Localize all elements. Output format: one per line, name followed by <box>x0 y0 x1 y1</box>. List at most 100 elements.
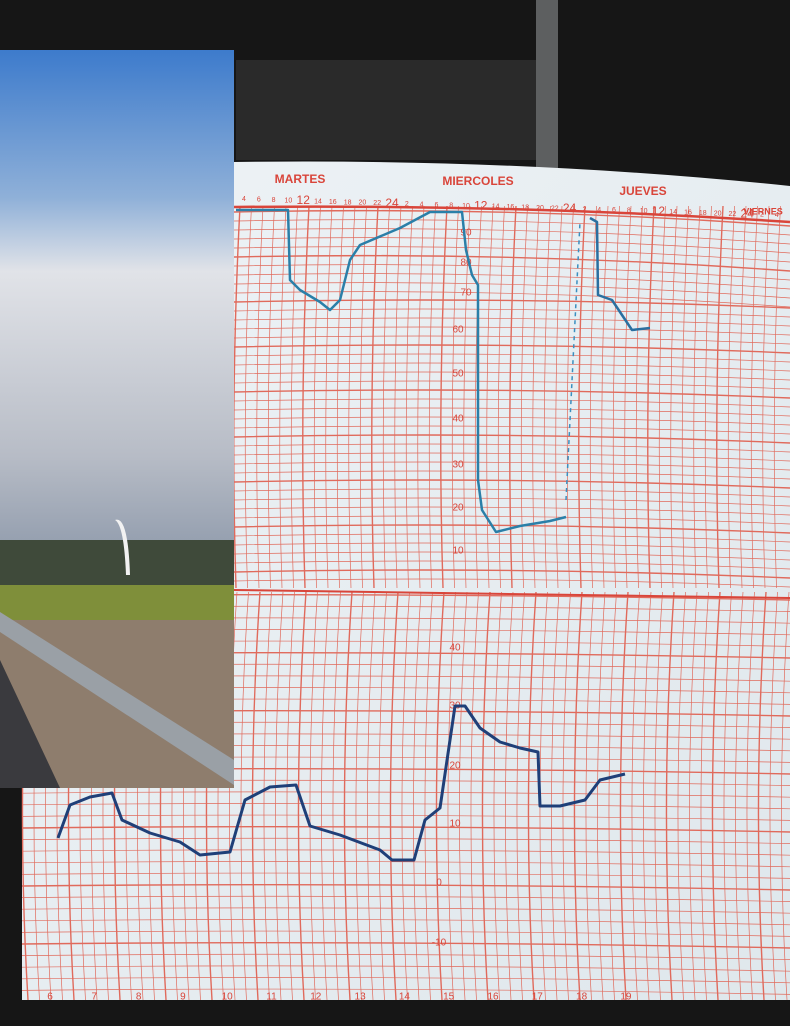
grid-line <box>233 524 790 534</box>
grid-line <box>309 591 318 1001</box>
grid-line <box>474 205 482 589</box>
traces <box>56 208 651 862</box>
day-label: MIERCOLES <box>442 174 513 188</box>
grid-line <box>643 591 652 1001</box>
grid-line <box>233 273 790 290</box>
grid-line <box>21 791 790 798</box>
grid-line <box>21 849 790 856</box>
grid-line <box>723 591 732 1001</box>
grid-line <box>251 591 261 1001</box>
grid-line <box>493 591 502 1001</box>
grid-line <box>233 407 790 417</box>
grid-line <box>597 591 606 1001</box>
grid-line <box>520 205 528 589</box>
grid-line <box>343 591 353 1001</box>
grid-line <box>233 237 790 254</box>
grid-line <box>440 205 448 589</box>
grid-line <box>233 434 790 444</box>
grid-line <box>746 591 755 1001</box>
hour-label: 14 <box>669 209 677 216</box>
grid-line <box>244 205 252 589</box>
grid-line <box>677 591 686 1001</box>
grid-line <box>233 246 790 263</box>
grid-line <box>275 591 284 1001</box>
grid-line <box>470 591 479 1001</box>
day-label: VIERNES <box>743 206 783 216</box>
grid-line <box>233 389 790 399</box>
grid-line <box>608 591 617 1001</box>
grid-line <box>757 591 767 1001</box>
grid-line <box>21 953 790 960</box>
grid-line <box>727 205 735 589</box>
humidity-label: 30 <box>452 460 464 471</box>
grid-line <box>773 205 781 589</box>
grid-line <box>451 205 459 589</box>
grid-line <box>781 591 790 1001</box>
hour-label: 6 <box>612 207 616 214</box>
grass <box>0 585 234 625</box>
grid-line <box>233 219 790 236</box>
hour-label: 2 <box>760 212 764 219</box>
hour-label: 16 <box>684 209 692 216</box>
grid-line <box>481 591 491 1001</box>
hour-label: 20 <box>714 210 722 217</box>
grid-line <box>313 205 321 589</box>
grid-line <box>233 506 790 516</box>
grid-line <box>321 591 330 1001</box>
grid-line <box>297 591 307 1001</box>
temperature-trace <box>56 704 626 862</box>
grid-line <box>389 591 399 1001</box>
humidity-label: 40 <box>452 414 464 425</box>
grid-line <box>233 353 790 363</box>
grid-line <box>716 205 724 589</box>
hour-label: 10 <box>285 197 293 204</box>
grid-line <box>566 205 574 589</box>
hour-label: 18 <box>699 210 707 217</box>
grid-line <box>267 205 275 589</box>
grid-line <box>233 308 790 318</box>
grid-line <box>325 205 333 589</box>
grid-line <box>233 335 790 345</box>
grid-line <box>336 205 344 589</box>
grid-line <box>382 205 390 589</box>
grid-line <box>459 591 468 1001</box>
bottom-label: 10 <box>222 992 234 1003</box>
grid-line <box>447 591 456 1001</box>
grid-line <box>233 560 790 570</box>
hour-label: 16 <box>329 199 337 206</box>
bottom-label: 13 <box>355 992 367 1003</box>
road <box>0 660 60 788</box>
bottom-label: 12 <box>310 992 322 1003</box>
grid-line <box>233 264 790 281</box>
hour-label: 16 <box>507 204 515 211</box>
grid-line <box>279 205 287 589</box>
grid-line <box>394 205 402 589</box>
temperature-label: 0 <box>436 878 442 889</box>
divider <box>233 589 790 599</box>
grid-line <box>21 930 790 937</box>
humidity-label: 70 <box>460 288 472 299</box>
grid-line <box>233 291 790 308</box>
grid-line <box>233 578 790 588</box>
grid-line <box>233 380 790 390</box>
grid-line <box>527 591 537 1001</box>
grid-line <box>21 965 790 972</box>
grid-line <box>647 205 655 589</box>
grid-line <box>700 591 709 1001</box>
hour-label: 22 <box>373 200 381 207</box>
temperature-label: 10 <box>449 819 461 830</box>
trees <box>0 540 234 590</box>
humidity-trace <box>236 208 567 534</box>
hour-label: 8 <box>272 197 276 204</box>
grid-line <box>233 362 790 372</box>
hour-label: 10 <box>640 208 648 215</box>
grid-line <box>401 591 410 1001</box>
grid-line <box>509 205 517 589</box>
grid-line <box>233 299 790 309</box>
grid-line <box>290 205 298 589</box>
grid-line <box>240 591 249 1001</box>
grid-line <box>670 205 678 589</box>
